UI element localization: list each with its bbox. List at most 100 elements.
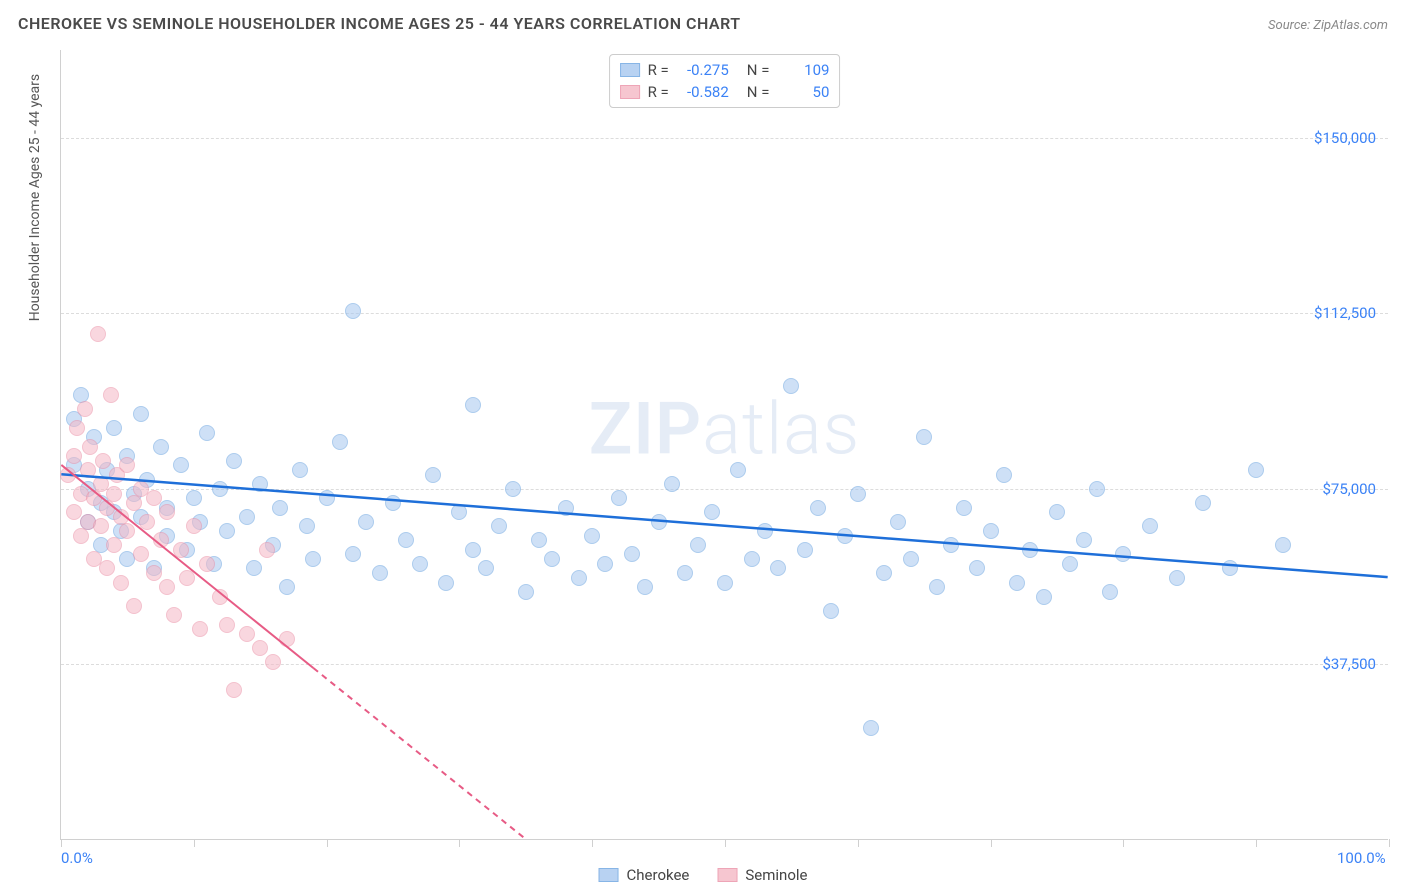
x-tick	[1256, 839, 1257, 847]
data-point	[465, 397, 481, 413]
data-point	[943, 537, 959, 553]
data-point	[398, 532, 414, 548]
r-label: R =	[648, 61, 669, 79]
y-tick-label: $75,000	[1322, 480, 1376, 498]
data-point	[219, 523, 235, 539]
data-point	[1142, 518, 1158, 534]
data-point	[863, 720, 879, 736]
legend-item: Seminole	[717, 866, 807, 884]
data-point	[212, 481, 228, 497]
stat-row: R =-0.582N =50	[620, 81, 830, 103]
source-attribution: Source: ZipAtlas.com	[1268, 18, 1388, 33]
data-point	[558, 500, 574, 516]
data-point	[179, 570, 195, 586]
data-point	[60, 467, 76, 483]
data-point	[252, 476, 268, 492]
correlation-stats-box: R =-0.275N =109R =-0.582N =50	[609, 54, 841, 108]
n-value: 109	[777, 61, 829, 79]
data-point	[272, 500, 288, 516]
data-point	[584, 528, 600, 544]
data-point	[571, 570, 587, 586]
data-point	[770, 560, 786, 576]
data-point	[77, 401, 93, 417]
data-point	[903, 551, 919, 567]
data-point	[99, 560, 115, 576]
data-point	[624, 546, 640, 562]
data-point	[166, 607, 182, 623]
data-point	[1062, 556, 1078, 572]
x-tick	[459, 839, 460, 847]
data-point	[929, 579, 945, 595]
y-tick-label: $112,500	[1314, 304, 1376, 322]
data-point	[173, 542, 189, 558]
data-point	[82, 439, 98, 455]
data-point	[372, 565, 388, 581]
legend-label: Seminole	[745, 866, 807, 884]
data-point	[916, 429, 932, 445]
x-tick	[991, 839, 992, 847]
data-point	[106, 486, 122, 502]
data-point	[126, 598, 142, 614]
data-point	[505, 481, 521, 497]
data-point	[690, 537, 706, 553]
data-point	[876, 565, 892, 581]
data-point	[292, 462, 308, 478]
series-legend: Cherokee Seminole	[599, 866, 808, 884]
data-point	[192, 621, 208, 637]
r-label: R =	[648, 83, 669, 101]
data-point	[95, 453, 111, 469]
data-point	[425, 467, 441, 483]
x-tick-label: 0.0%	[61, 849, 93, 867]
data-point	[1022, 542, 1038, 558]
series-swatch	[620, 63, 640, 77]
r-value: -0.582	[677, 83, 729, 101]
data-point	[797, 542, 813, 558]
data-point	[1076, 532, 1092, 548]
y-axis-label: Householder Income Ages 25 - 44 years	[27, 73, 43, 320]
data-point	[239, 626, 255, 642]
legend-swatch	[717, 868, 737, 882]
x-tick	[725, 839, 726, 847]
data-point	[531, 532, 547, 548]
trend-lines	[61, 50, 1388, 839]
data-point	[80, 462, 96, 478]
data-point	[890, 514, 906, 530]
data-point	[544, 551, 560, 567]
x-tick	[194, 839, 195, 847]
data-point	[319, 490, 335, 506]
data-point	[956, 500, 972, 516]
data-point	[1049, 504, 1065, 520]
data-point	[113, 575, 129, 591]
data-point	[103, 387, 119, 403]
data-point	[133, 546, 149, 562]
data-point	[1036, 589, 1052, 605]
data-point	[597, 556, 613, 572]
stat-row: R =-0.275N =109	[620, 59, 830, 81]
data-point	[730, 462, 746, 478]
data-point	[212, 589, 228, 605]
data-point	[226, 453, 242, 469]
data-point	[159, 504, 175, 520]
data-point	[279, 579, 295, 595]
data-point	[126, 495, 142, 511]
plot-area: Householder Income Ages 25 - 44 years ZI…	[60, 50, 1388, 840]
data-point	[969, 560, 985, 576]
data-point	[996, 467, 1012, 483]
legend-label: Cherokee	[627, 866, 690, 884]
y-tick-label: $150,000	[1314, 129, 1376, 147]
data-point	[90, 326, 106, 342]
data-point	[239, 509, 255, 525]
data-point	[783, 378, 799, 394]
data-point	[259, 542, 275, 558]
data-point	[159, 579, 175, 595]
data-point	[1102, 584, 1118, 600]
data-point	[637, 579, 653, 595]
data-point	[66, 448, 82, 464]
x-tick	[1389, 839, 1390, 847]
data-point	[518, 584, 534, 600]
data-point	[93, 518, 109, 534]
data-point	[664, 476, 680, 492]
data-point	[345, 546, 361, 562]
data-point	[153, 439, 169, 455]
data-point	[1222, 560, 1238, 576]
